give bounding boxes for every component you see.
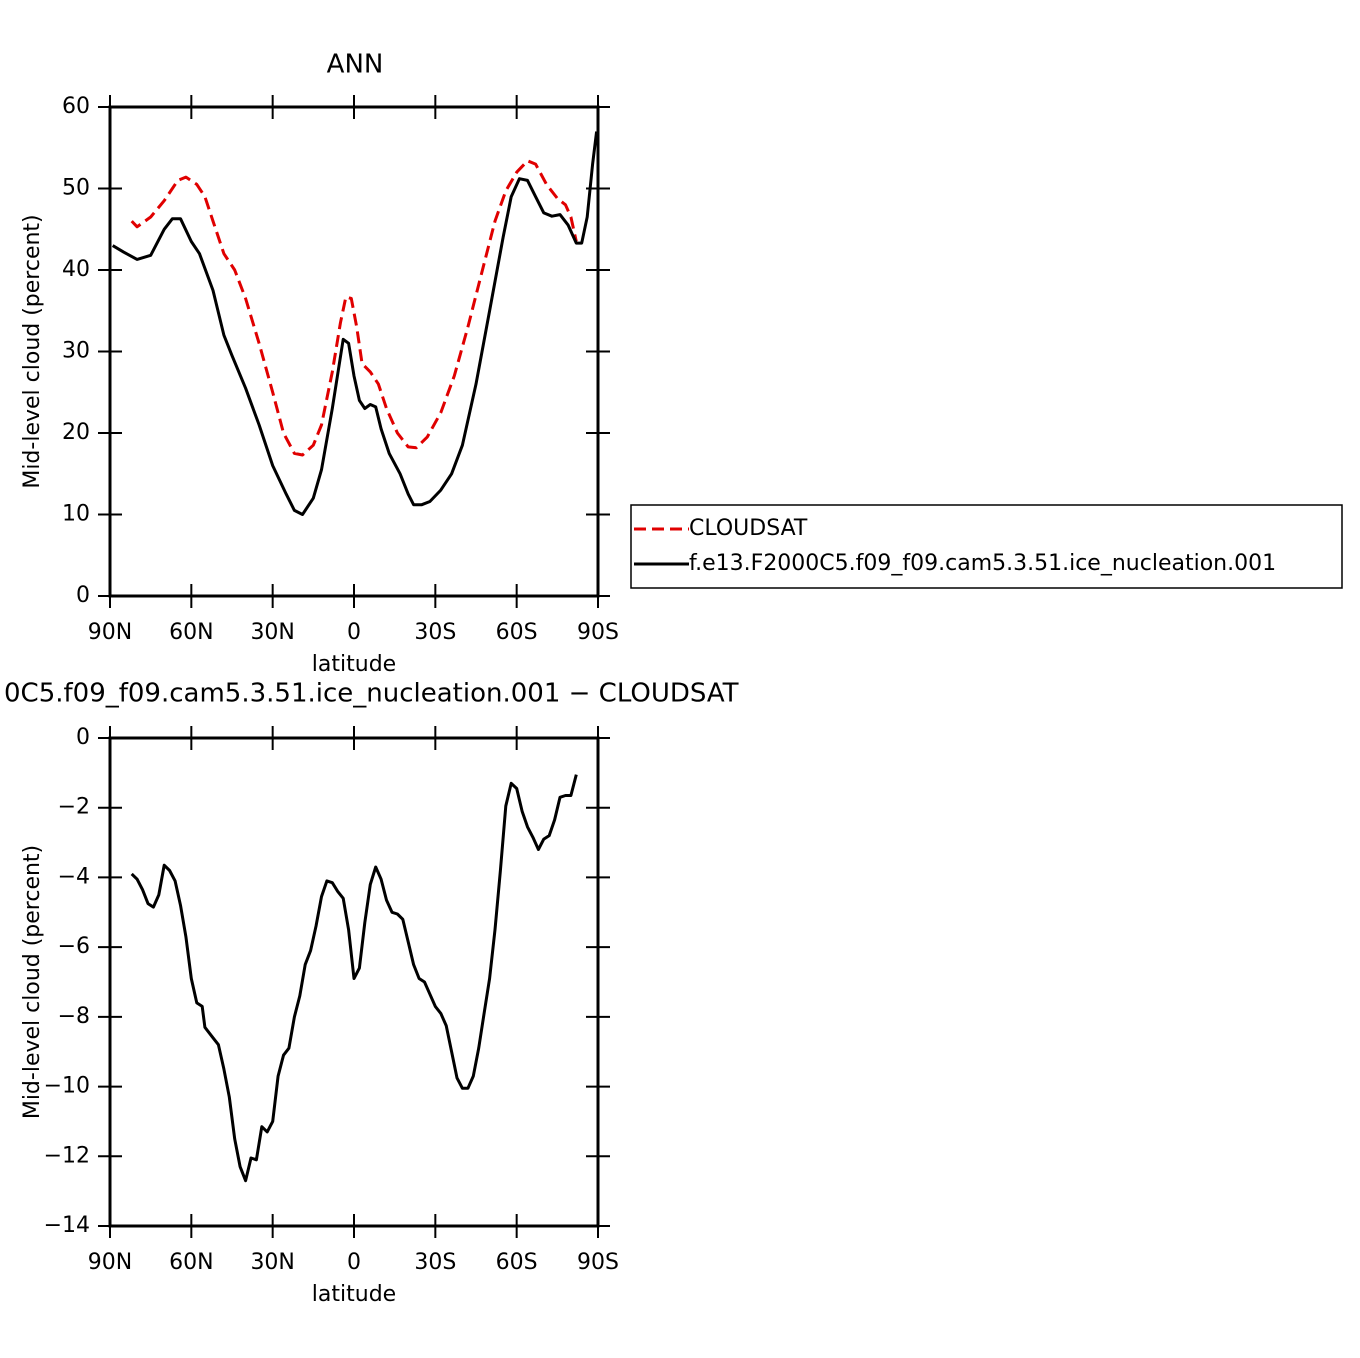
x-tick-label: 0	[347, 620, 361, 645]
y-axis-label: Mid-level cloud (percent)	[20, 214, 45, 488]
legend-label: CLOUDSAT	[689, 516, 808, 541]
x-axis-label: latitude	[312, 652, 396, 677]
y-tick-label: −6	[58, 934, 90, 959]
y-tick-label: 10	[62, 502, 90, 527]
y-tick-label: −12	[44, 1143, 90, 1168]
x-axis-label: latitude	[312, 1282, 396, 1307]
data-line	[111, 131, 599, 516]
y-tick-label: 20	[62, 420, 90, 445]
plot-frame	[108, 736, 600, 1228]
y-tick-label: −4	[58, 864, 90, 889]
x-tick-label: 60S	[496, 1250, 538, 1275]
legend-frame	[630, 504, 1343, 589]
y-axis-label: Mid-level cloud (percent)	[20, 845, 45, 1119]
chart-title: ANN	[327, 50, 384, 80]
y-tick-label: −14	[44, 1213, 90, 1238]
y-tick-label: 30	[62, 339, 90, 364]
y-tick-label: −10	[44, 1074, 90, 1099]
x-tick-label: 30N	[250, 1250, 294, 1275]
data-line	[130, 774, 578, 1183]
x-tick-label: 90S	[577, 620, 619, 645]
y-tick-label: 60	[62, 94, 90, 119]
x-tick-label: 90N	[88, 1250, 132, 1275]
plot-frame	[108, 105, 600, 598]
y-tick-label: 40	[62, 257, 90, 282]
x-tick-label: 90S	[577, 1250, 619, 1275]
legend-label: f.e13.F2000C5.f09_f09.cam5.3.51.ice_nucl…	[689, 551, 1276, 576]
x-tick-label: 30S	[414, 620, 456, 645]
y-tick-label: −2	[58, 795, 90, 820]
x-tick-label: 60S	[496, 620, 538, 645]
x-tick-label: 30N	[250, 620, 294, 645]
x-tick-label: 0	[347, 1250, 361, 1275]
x-tick-label: 60N	[169, 620, 213, 645]
y-tick-label: 0	[76, 583, 90, 608]
y-tick-label: 50	[62, 176, 90, 201]
y-tick-label: −8	[58, 1004, 90, 1029]
x-tick-label: 60N	[169, 1250, 213, 1275]
data-line	[130, 159, 578, 457]
x-tick-label: 30S	[414, 1250, 456, 1275]
chart-title: 0C5.f09_f09.cam5.3.51.ice_nucleation.001…	[4, 679, 739, 709]
y-tick-label: 0	[76, 725, 90, 750]
x-tick-label: 90N	[88, 620, 132, 645]
